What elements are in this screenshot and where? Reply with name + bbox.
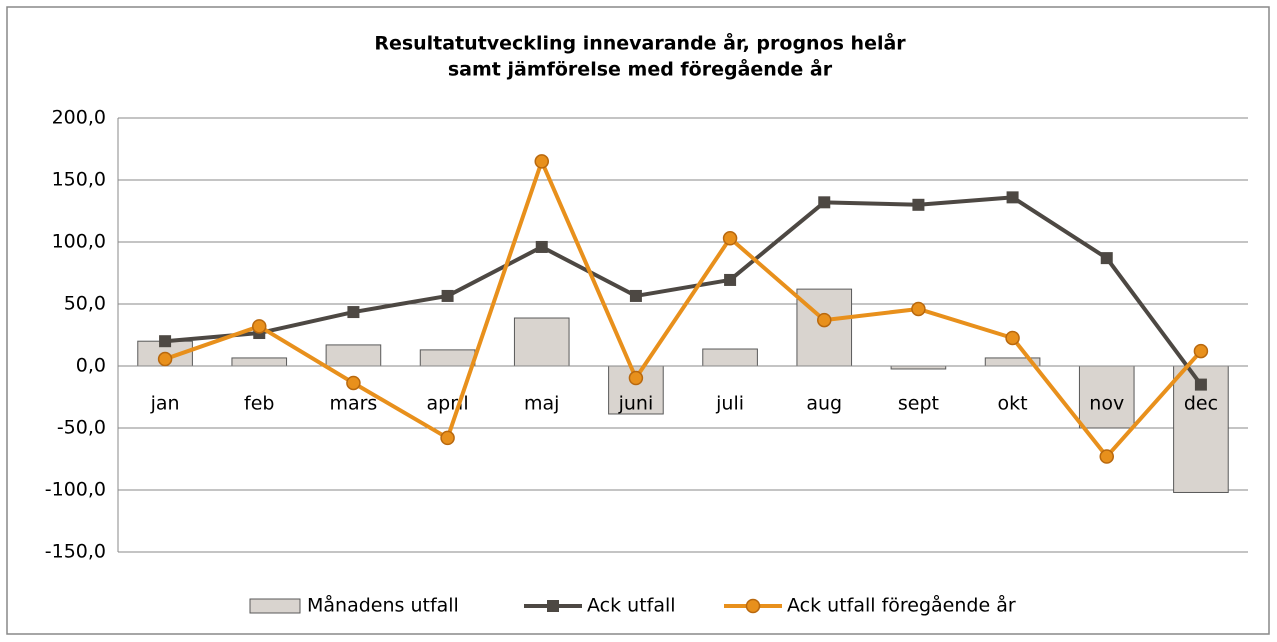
bar <box>231 357 288 367</box>
marker <box>535 240 548 253</box>
bar <box>702 348 758 367</box>
line <box>164 159 1203 459</box>
legend-marker <box>745 598 761 614</box>
y-tick-label: 0,0 <box>76 355 106 377</box>
legend-label: Månadens utfall <box>307 594 459 617</box>
bar <box>325 344 382 367</box>
x-tick-label: juni <box>618 393 654 415</box>
y-tick-label: 200,0 <box>52 107 106 129</box>
marker <box>159 335 172 348</box>
x-tick-label: dec <box>1184 393 1218 415</box>
x-tick-label: aug <box>806 393 842 415</box>
legend-marker <box>547 600 559 612</box>
marker <box>440 430 455 446</box>
marker <box>1194 378 1207 391</box>
x-tick-label: okt <box>998 393 1028 415</box>
bar <box>796 288 853 367</box>
y-tick-label: -50,0 <box>57 417 106 439</box>
y-tick-label: -100,0 <box>45 479 106 501</box>
x-tick-label: maj <box>524 393 559 415</box>
legend-label: Ack utfall <box>587 595 676 617</box>
y-tick-label: 50,0 <box>64 293 106 315</box>
marker <box>628 370 644 386</box>
marker <box>157 351 173 367</box>
marker <box>818 196 831 209</box>
marker <box>441 289 454 302</box>
legend-swatch <box>249 598 301 614</box>
marker <box>724 273 737 286</box>
bar <box>1078 365 1135 429</box>
x-tick-label: juli <box>715 393 744 415</box>
x-tick-label: mars <box>329 393 377 415</box>
x-tick-label: jan <box>150 393 180 415</box>
x-tick-label: nov <box>1089 393 1124 415</box>
line <box>164 195 1203 386</box>
chart-border <box>6 6 1270 635</box>
y-tick-label: 150,0 <box>52 169 106 191</box>
bar <box>513 317 570 367</box>
chart-title: Resultatutveckling innevarande år, progn… <box>374 31 906 55</box>
marker <box>346 375 361 391</box>
bar <box>419 349 476 367</box>
marker <box>1099 449 1114 464</box>
marker <box>1005 330 1020 346</box>
marker <box>817 312 832 328</box>
marker <box>722 231 738 246</box>
y-tick-label: -150,0 <box>45 541 106 563</box>
marker <box>1006 191 1019 204</box>
marker <box>912 198 925 211</box>
marker <box>911 301 926 317</box>
marker <box>1193 343 1209 359</box>
y-tick-label: 100,0 <box>52 231 106 253</box>
chart-title: samt jämförelse med föregående år <box>448 57 833 81</box>
marker <box>629 289 642 302</box>
marker <box>347 306 360 319</box>
marker <box>534 154 549 169</box>
marker <box>252 319 267 334</box>
legend-label: Ack utfall föregående år <box>787 594 1016 617</box>
x-tick-label: feb <box>244 393 274 415</box>
marker <box>1100 252 1113 265</box>
x-tick-label: sept <box>898 393 939 415</box>
